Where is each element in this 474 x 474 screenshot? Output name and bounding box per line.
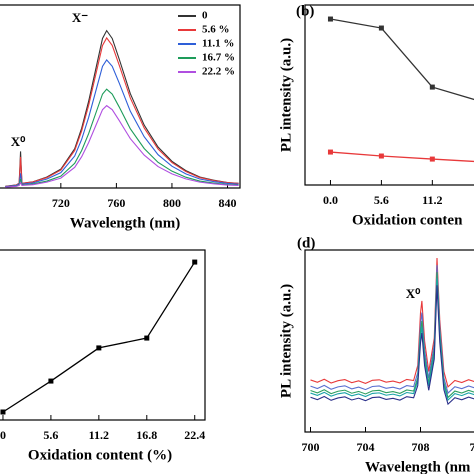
legend-label: 5.6 % [202,24,230,36]
x-axis-label: Wavelength (nm) [70,215,180,231]
marker [327,149,333,155]
legend-label: 22.2 % [202,66,235,78]
plot-frame [304,249,474,433]
marker [144,335,150,341]
x-tick-label: 5.6 [43,428,58,442]
x-tick-label: 5.6 [374,193,389,207]
x-tick-label: 71 [470,440,474,454]
x-tick-label: 760 [107,196,125,210]
legend-label: 16.7 % [202,52,235,64]
x-tick-label: 704 [357,440,375,454]
annotation: X⁰ [406,286,421,301]
x-tick-label: 700 [302,440,320,454]
marker [96,345,102,351]
x-tick-label: 0 [0,428,6,442]
annotation: X⁰ [11,134,26,149]
marker [192,259,198,265]
marker [48,378,54,384]
series-line [330,151,474,163]
plot-frame [0,4,241,189]
series-line [310,265,474,395]
x-axis-label: Oxidation conten [352,212,463,228]
y-axis-label: PL intensity (a.u.) [278,38,294,152]
x-tick-label: 840 [219,196,237,210]
x-tick-label: 800 [163,196,181,210]
y-axis-label: PL intensity (a.u.) [278,284,294,398]
x-axis-label: Wavelength (nm [365,459,471,474]
annotation: X⁻ [72,10,88,25]
series-line [330,18,474,101]
series-line [310,272,474,399]
x-tick-label: 720 [52,196,70,210]
series-line [5,88,239,188]
series-line [310,278,474,401]
legend-label: 0 [202,10,208,22]
panel-label: (d) [297,235,315,251]
series-line [5,104,239,188]
x-tick-label: 0.0 [323,193,338,207]
marker [429,156,435,162]
plot-frame [0,249,206,421]
panel-label: (b) [296,3,314,19]
plot-frame [304,4,474,186]
x-tick-label: 708 [412,440,430,454]
series-line [310,285,474,406]
series-line [2,261,196,413]
marker [378,25,384,31]
x-tick-label: 11.2 [422,193,442,207]
marker [429,84,435,90]
x-axis-label: Oxidation content (%) [28,447,172,463]
marker [327,16,333,22]
marker [0,409,6,415]
series-line [310,257,474,388]
x-tick-label: 11.2 [89,428,109,442]
legend-label: 11.1 % [202,38,234,50]
marker [378,153,384,159]
x-tick-label: 22.4 [184,428,205,442]
series-line [5,58,239,188]
x-tick-label: 16.8 [136,428,157,442]
